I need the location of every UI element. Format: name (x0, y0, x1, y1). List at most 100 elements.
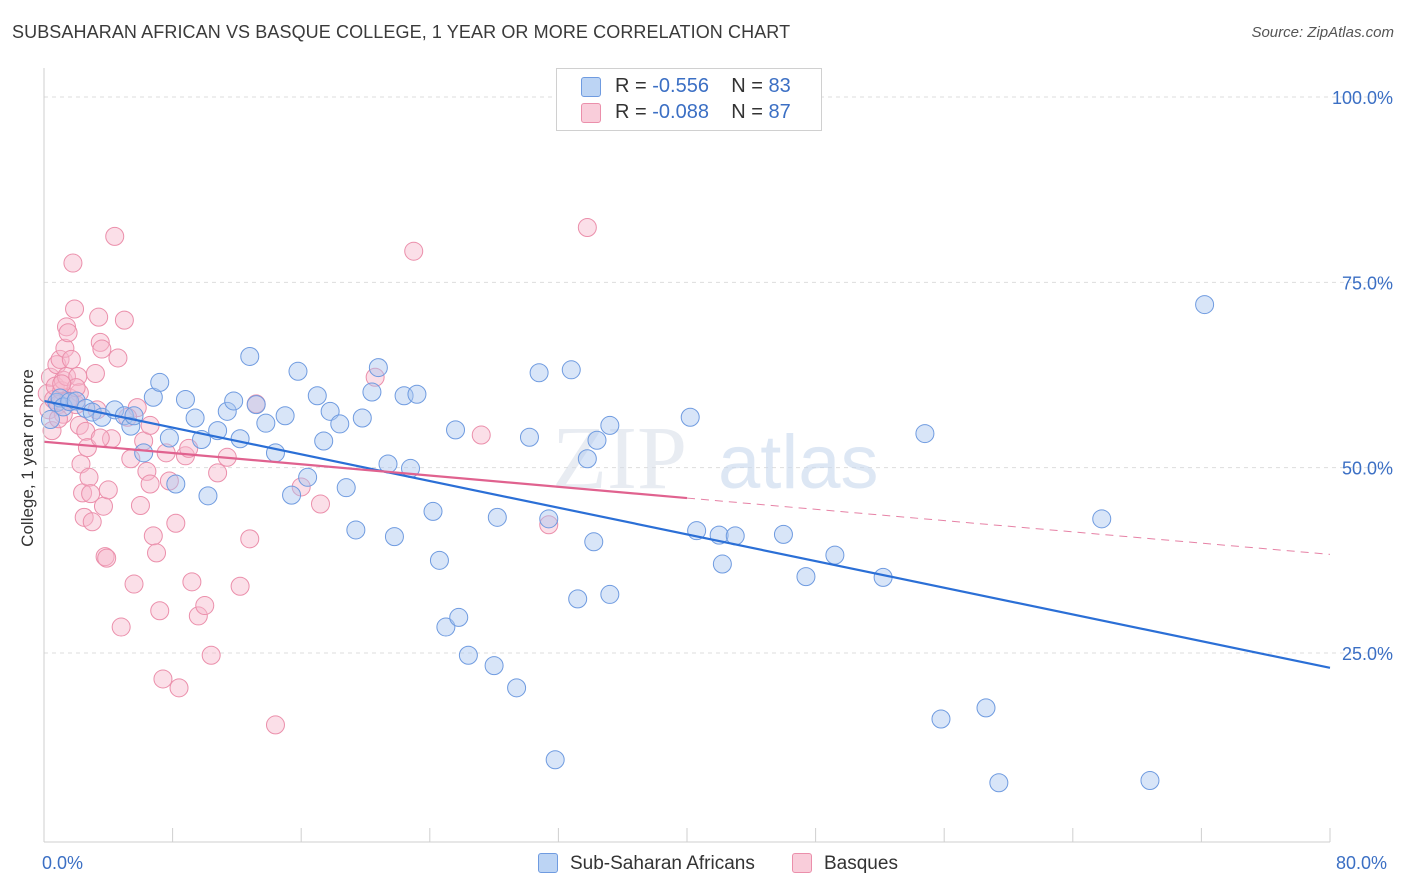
subsaharan-point (429, 550, 449, 570)
subsaharan-point (577, 449, 597, 469)
basques-point (48, 409, 68, 429)
y-tick-label: 100.0% (1332, 88, 1393, 108)
subsaharan-point (407, 384, 427, 404)
y-axis-label: College, 1 year or more (18, 369, 37, 547)
subsaharan-point (584, 532, 604, 552)
basques-point (153, 669, 173, 689)
basques-point (114, 310, 134, 330)
series-subsaharan-points (40, 295, 1215, 793)
basques-point (310, 494, 330, 514)
subsaharan-point (989, 773, 1009, 793)
subsaharan-point (282, 485, 302, 505)
subsaharan-point (185, 408, 205, 428)
legend-swatch-pink (581, 103, 601, 123)
subsaharan-point (423, 501, 443, 521)
basques-point (105, 226, 125, 246)
legend-r-value: -0.088 (652, 101, 709, 123)
subsaharan-point (1140, 771, 1160, 791)
basques-point (140, 474, 160, 494)
basques-point (58, 323, 78, 343)
subsaharan-point (796, 567, 816, 587)
subsaharan-point (773, 524, 793, 544)
basques-trend-line-extension (686, 497, 1331, 555)
subsaharan-point (256, 413, 276, 433)
legend-n-label: N = (731, 75, 763, 97)
subsaharan-point (384, 527, 404, 547)
legend-swatch-blue (581, 77, 601, 97)
subsaharan-point (436, 617, 456, 637)
basques-point (130, 495, 150, 515)
subsaharan-point (175, 389, 195, 409)
basques-point (65, 299, 85, 319)
watermark-atlas: atlas (718, 420, 879, 505)
subsaharan-point (330, 414, 350, 434)
subsaharan-point (449, 607, 469, 627)
subsaharan-point (336, 478, 356, 498)
subsaharan-point (362, 382, 382, 402)
legend-swatch-pink (792, 853, 812, 873)
chart-title: SUBSAHARAN AFRICAN VS BASQUE COLLEGE, 1 … (12, 22, 791, 42)
subsaharan-point (246, 395, 266, 415)
basques-point (150, 601, 170, 621)
subsaharan-point (124, 406, 144, 426)
legend-n-label: N = (731, 101, 763, 123)
subsaharan-point (275, 406, 295, 426)
basques-point (52, 374, 72, 394)
basques-point (85, 364, 105, 384)
y-tick-labels: 25.0% 50.0% 75.0% 100.0% (1332, 88, 1393, 664)
subsaharan-point (352, 408, 372, 428)
basques-point (50, 349, 70, 369)
basques-point (90, 332, 110, 352)
y-tick-label: 75.0% (1342, 273, 1393, 293)
basques-point (208, 463, 228, 483)
basques-point (90, 428, 110, 448)
basques-point (55, 338, 75, 358)
legend-label-basques: Basques (824, 853, 898, 874)
basques-point (89, 307, 109, 327)
subsaharan-point (712, 554, 732, 574)
correlation-legend: R = -0.556 N = 83 R = -0.088 N = 87 (556, 68, 822, 131)
basques-point (40, 367, 60, 387)
subsaharan-point (346, 520, 366, 540)
subsaharan-point (600, 584, 620, 604)
basques-point (137, 461, 157, 481)
x-tick-label-min: 0.0% (42, 853, 84, 873)
subsaharan-point (134, 443, 154, 463)
subsaharan-point (976, 698, 996, 718)
basques-point (111, 617, 131, 637)
chart-source: Source: ZipAtlas.com (1251, 24, 1394, 41)
subsaharan-point (568, 589, 588, 609)
subsaharan-point (166, 474, 186, 494)
subsaharan-trend-line (43, 399, 1331, 669)
subsaharan-point (240, 346, 260, 366)
subsaharan-point (915, 424, 935, 444)
subsaharan-point (680, 407, 700, 427)
series-basques-points (37, 217, 597, 735)
subsaharan-point (529, 363, 549, 383)
subsaharan-point (587, 430, 607, 450)
basques-point (92, 339, 112, 359)
trend-lines (43, 399, 1331, 669)
basques-point (82, 512, 102, 532)
subsaharan-point (265, 443, 285, 463)
subsaharan-point (288, 361, 308, 381)
subsaharan-point (539, 509, 559, 529)
subsaharan-point (600, 415, 620, 435)
subsaharan-point (224, 391, 244, 411)
x-tick-label-max: 80.0% (1336, 853, 1388, 873)
subsaharan-point (198, 486, 218, 506)
subsaharan-point (368, 358, 388, 378)
basques-point (195, 596, 215, 616)
basques-point (124, 574, 144, 594)
subsaharan-point (314, 431, 334, 451)
subsaharan-point (825, 545, 845, 565)
subsaharan-point (458, 645, 478, 665)
axes (43, 68, 1331, 843)
subsaharan-point (1195, 295, 1215, 315)
basques-point (147, 543, 167, 563)
basques-point (77, 438, 97, 458)
legend-n-value: 87 (768, 101, 791, 123)
subsaharan-point (66, 391, 86, 411)
subsaharan-point (1092, 509, 1112, 529)
basques-point (79, 467, 99, 487)
